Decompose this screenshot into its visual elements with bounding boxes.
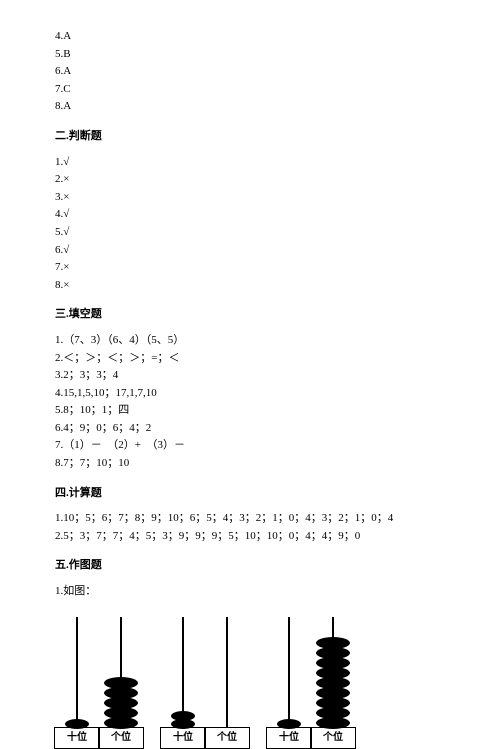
fill-line: 6.4；9；0；6；4；2 bbox=[55, 420, 445, 438]
abacus-col: 十位 bbox=[55, 617, 99, 749]
judge-line: 1.√ bbox=[55, 154, 445, 172]
judge-line: 3.× bbox=[55, 189, 445, 207]
bead bbox=[316, 717, 350, 729]
judge-line: 6.√ bbox=[55, 242, 445, 260]
abacus: 十位个位 bbox=[161, 617, 249, 749]
abacus: 十位个位 bbox=[55, 617, 143, 749]
mcq-line: 8.A bbox=[55, 98, 445, 116]
judge-line: 2.× bbox=[55, 171, 445, 189]
place-label: 个位 bbox=[98, 727, 144, 749]
judge-line: 4.√ bbox=[55, 206, 445, 224]
place-label: 十位 bbox=[266, 727, 312, 749]
mcq-line: 7.C bbox=[55, 81, 445, 99]
fill-line: 1.（7、3）（6、4）（5、5） bbox=[55, 332, 445, 350]
rod-line bbox=[76, 617, 78, 727]
abacus-col: 个位 bbox=[205, 617, 249, 749]
rod-line bbox=[226, 617, 228, 727]
abacus-row: 十位个位十位个位十位个位 bbox=[55, 617, 445, 749]
place-label: 个位 bbox=[310, 727, 356, 749]
rod-line bbox=[288, 617, 290, 727]
judge-line: 5.√ bbox=[55, 224, 445, 242]
abacus-col: 十位 bbox=[161, 617, 205, 749]
bead bbox=[65, 719, 89, 729]
place-label: 十位 bbox=[160, 727, 206, 749]
heading-judge: 二.判断题 bbox=[55, 128, 445, 146]
place-label: 个位 bbox=[204, 727, 250, 749]
abacus-rod bbox=[65, 617, 89, 727]
heading-calc: 四.计算题 bbox=[55, 485, 445, 503]
bead bbox=[171, 719, 195, 729]
abacus-rod bbox=[104, 617, 138, 727]
abacus-col: 个位 bbox=[99, 617, 143, 749]
abacus-col: 个位 bbox=[311, 617, 355, 749]
calc-line: 2.5；3；7；7；4；5；3；9；9；9；5；10；10；0；4；4；9；0 bbox=[55, 528, 445, 546]
judge-line: 8.× bbox=[55, 277, 445, 295]
heading-draw: 五.作图题 bbox=[55, 557, 445, 575]
fill-line: 4.15,1,5,10；17,1,7,10 bbox=[55, 385, 445, 403]
fill-line: 7.（1）－ （2）+ （3）－ bbox=[55, 437, 445, 455]
judge-line: 7.× bbox=[55, 259, 445, 277]
mcq-line: 5.B bbox=[55, 46, 445, 64]
abacus: 十位个位 bbox=[267, 617, 355, 749]
abacus-col: 十位 bbox=[267, 617, 311, 749]
abacus-rod bbox=[171, 617, 195, 727]
fill-line: 3.2；3；3；4 bbox=[55, 367, 445, 385]
heading-fill: 三.填空题 bbox=[55, 306, 445, 324]
calc-line: 1.10；5；6；7；8；9；10；6；5；4；3；2；1；0；4；3；2；1；… bbox=[55, 510, 445, 528]
abacus-rod bbox=[277, 617, 301, 727]
draw-label: 1.如图： bbox=[55, 583, 445, 601]
bead bbox=[104, 717, 138, 729]
fill-line: 2.＜；＞；＜；＞；=；＜ bbox=[55, 350, 445, 368]
place-label: 十位 bbox=[54, 727, 100, 749]
mcq-line: 6.A bbox=[55, 63, 445, 81]
bead bbox=[277, 719, 301, 729]
fill-line: 5.8；10；1；四 bbox=[55, 402, 445, 420]
mcq-line: 4.A bbox=[55, 28, 445, 46]
fill-line: 8.7；7；10；10 bbox=[55, 455, 445, 473]
abacus-rod bbox=[316, 617, 350, 727]
